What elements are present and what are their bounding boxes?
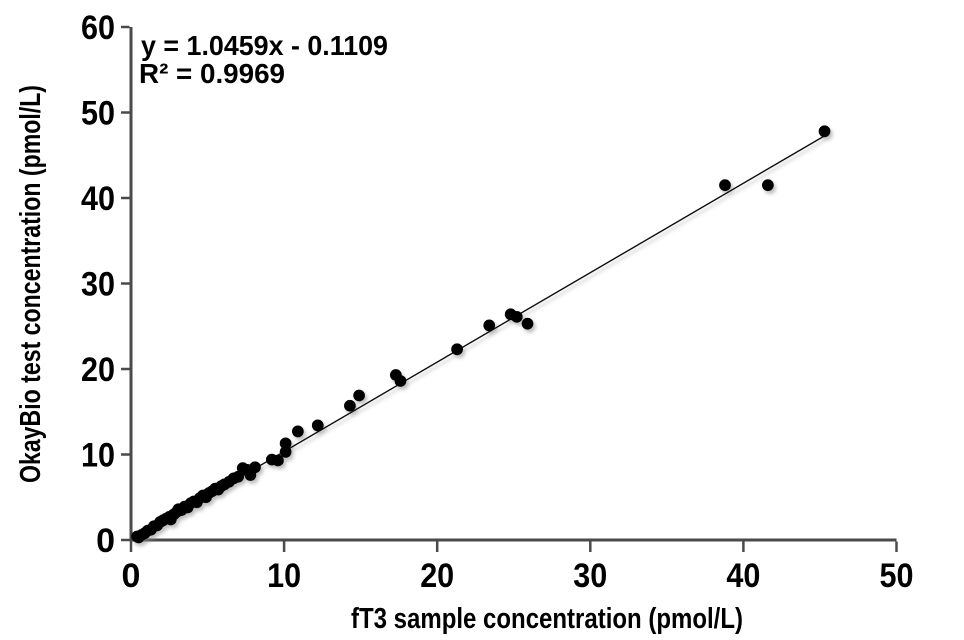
axes-layer: 0 10 20 30 40 50 0 10 20 30 40 50 60 [81,9,914,595]
equation-text: y = 1.0459x - 0.1109 [141,30,388,61]
y-tick-label: 20 [81,351,115,389]
data-point [719,179,731,192]
data-point [272,454,284,467]
data-point [510,310,523,323]
data-point [344,399,356,412]
text-layer: fT3 sample concentration (pmol/L) OkayBio… [15,30,743,635]
data-point [279,437,292,450]
y-tick-label: 40 [81,180,115,218]
y-tick-label: 30 [81,266,115,304]
x-tick-label: 10 [267,557,301,595]
data-point [394,375,407,387]
data-point [311,419,324,432]
data-point [279,446,292,458]
x-tick-label: 40 [726,557,760,595]
y-tick-label: 0 [96,522,115,560]
data-point [521,317,534,330]
x-axis-title: fT3 sample concentration (pmol/L) [351,603,743,635]
x-tick-label: 30 [573,557,607,595]
x-tick-label: 0 [122,557,141,595]
data-point [249,461,261,474]
data-point [291,425,304,438]
y-axis-title: OkayBio test concentration (pmol/L) [15,85,47,483]
y-tick-label: 60 [81,9,115,47]
y-tick-label: 10 [81,437,115,475]
data-point [353,389,366,402]
y-tick-label: 50 [81,95,115,133]
data-point [761,179,774,192]
data-point [483,319,496,332]
data-point [818,125,831,138]
x-tick-label: 20 [420,557,454,595]
x-tick-label: 50 [880,557,914,595]
data-point [451,343,464,356]
r-squared-text: R² = 0.9969 [139,58,285,89]
plot-layer [131,125,831,544]
